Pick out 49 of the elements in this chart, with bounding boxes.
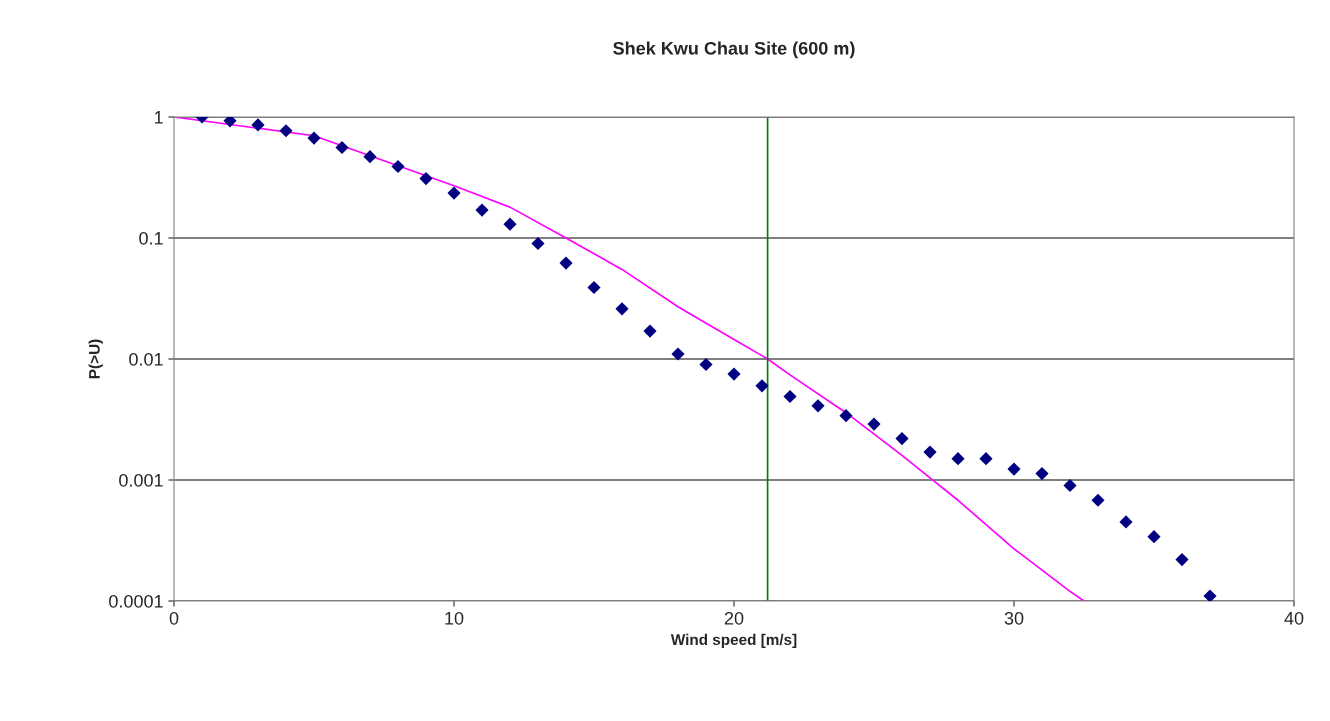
point (755, 379, 769, 393)
x-tick-label: 30 (1004, 611, 1024, 625)
point (363, 150, 377, 164)
x-tick-label: 10 (445, 611, 464, 625)
point (419, 171, 433, 186)
point (335, 140, 349, 155)
x-tick-label: 40 (1284, 611, 1304, 625)
point (1007, 462, 1021, 476)
point (643, 324, 657, 338)
point (783, 389, 797, 404)
point (811, 399, 825, 413)
point (671, 347, 685, 361)
point (1119, 515, 1133, 529)
x-tick-label: 20 (724, 611, 744, 625)
point (951, 452, 965, 466)
point (587, 280, 601, 295)
x-axis-title: Wind speed [m/s] (670, 633, 797, 649)
point (839, 409, 853, 423)
point (223, 117, 237, 128)
point (391, 159, 405, 174)
y-axis-title: P(>U) (88, 339, 103, 379)
point (923, 445, 937, 459)
chart-title: Shek Kwu Chau Site (600 m) (613, 41, 855, 59)
point (867, 417, 881, 431)
y-tick-label: 0.001 (119, 473, 163, 487)
point (251, 118, 265, 132)
point (1091, 493, 1105, 507)
point (979, 452, 993, 466)
point (727, 367, 741, 381)
y-tick-label: 0.0001 (109, 594, 163, 608)
point (699, 357, 713, 372)
point (559, 256, 573, 270)
point (531, 236, 545, 251)
point (1203, 589, 1217, 601)
y-tick-label: 0.1 (139, 231, 163, 245)
point (1035, 466, 1049, 481)
y-tick-label: 1 (154, 111, 163, 124)
point (503, 217, 517, 231)
point (447, 186, 461, 200)
y-tick-label: 0.01 (129, 352, 163, 366)
point (1063, 478, 1077, 493)
point (279, 124, 293, 138)
x-tick-label: 0 (169, 611, 179, 625)
point (1147, 530, 1161, 544)
point (1175, 552, 1189, 567)
point (475, 203, 489, 217)
point (895, 431, 909, 446)
point (615, 302, 629, 316)
point (307, 131, 321, 145)
